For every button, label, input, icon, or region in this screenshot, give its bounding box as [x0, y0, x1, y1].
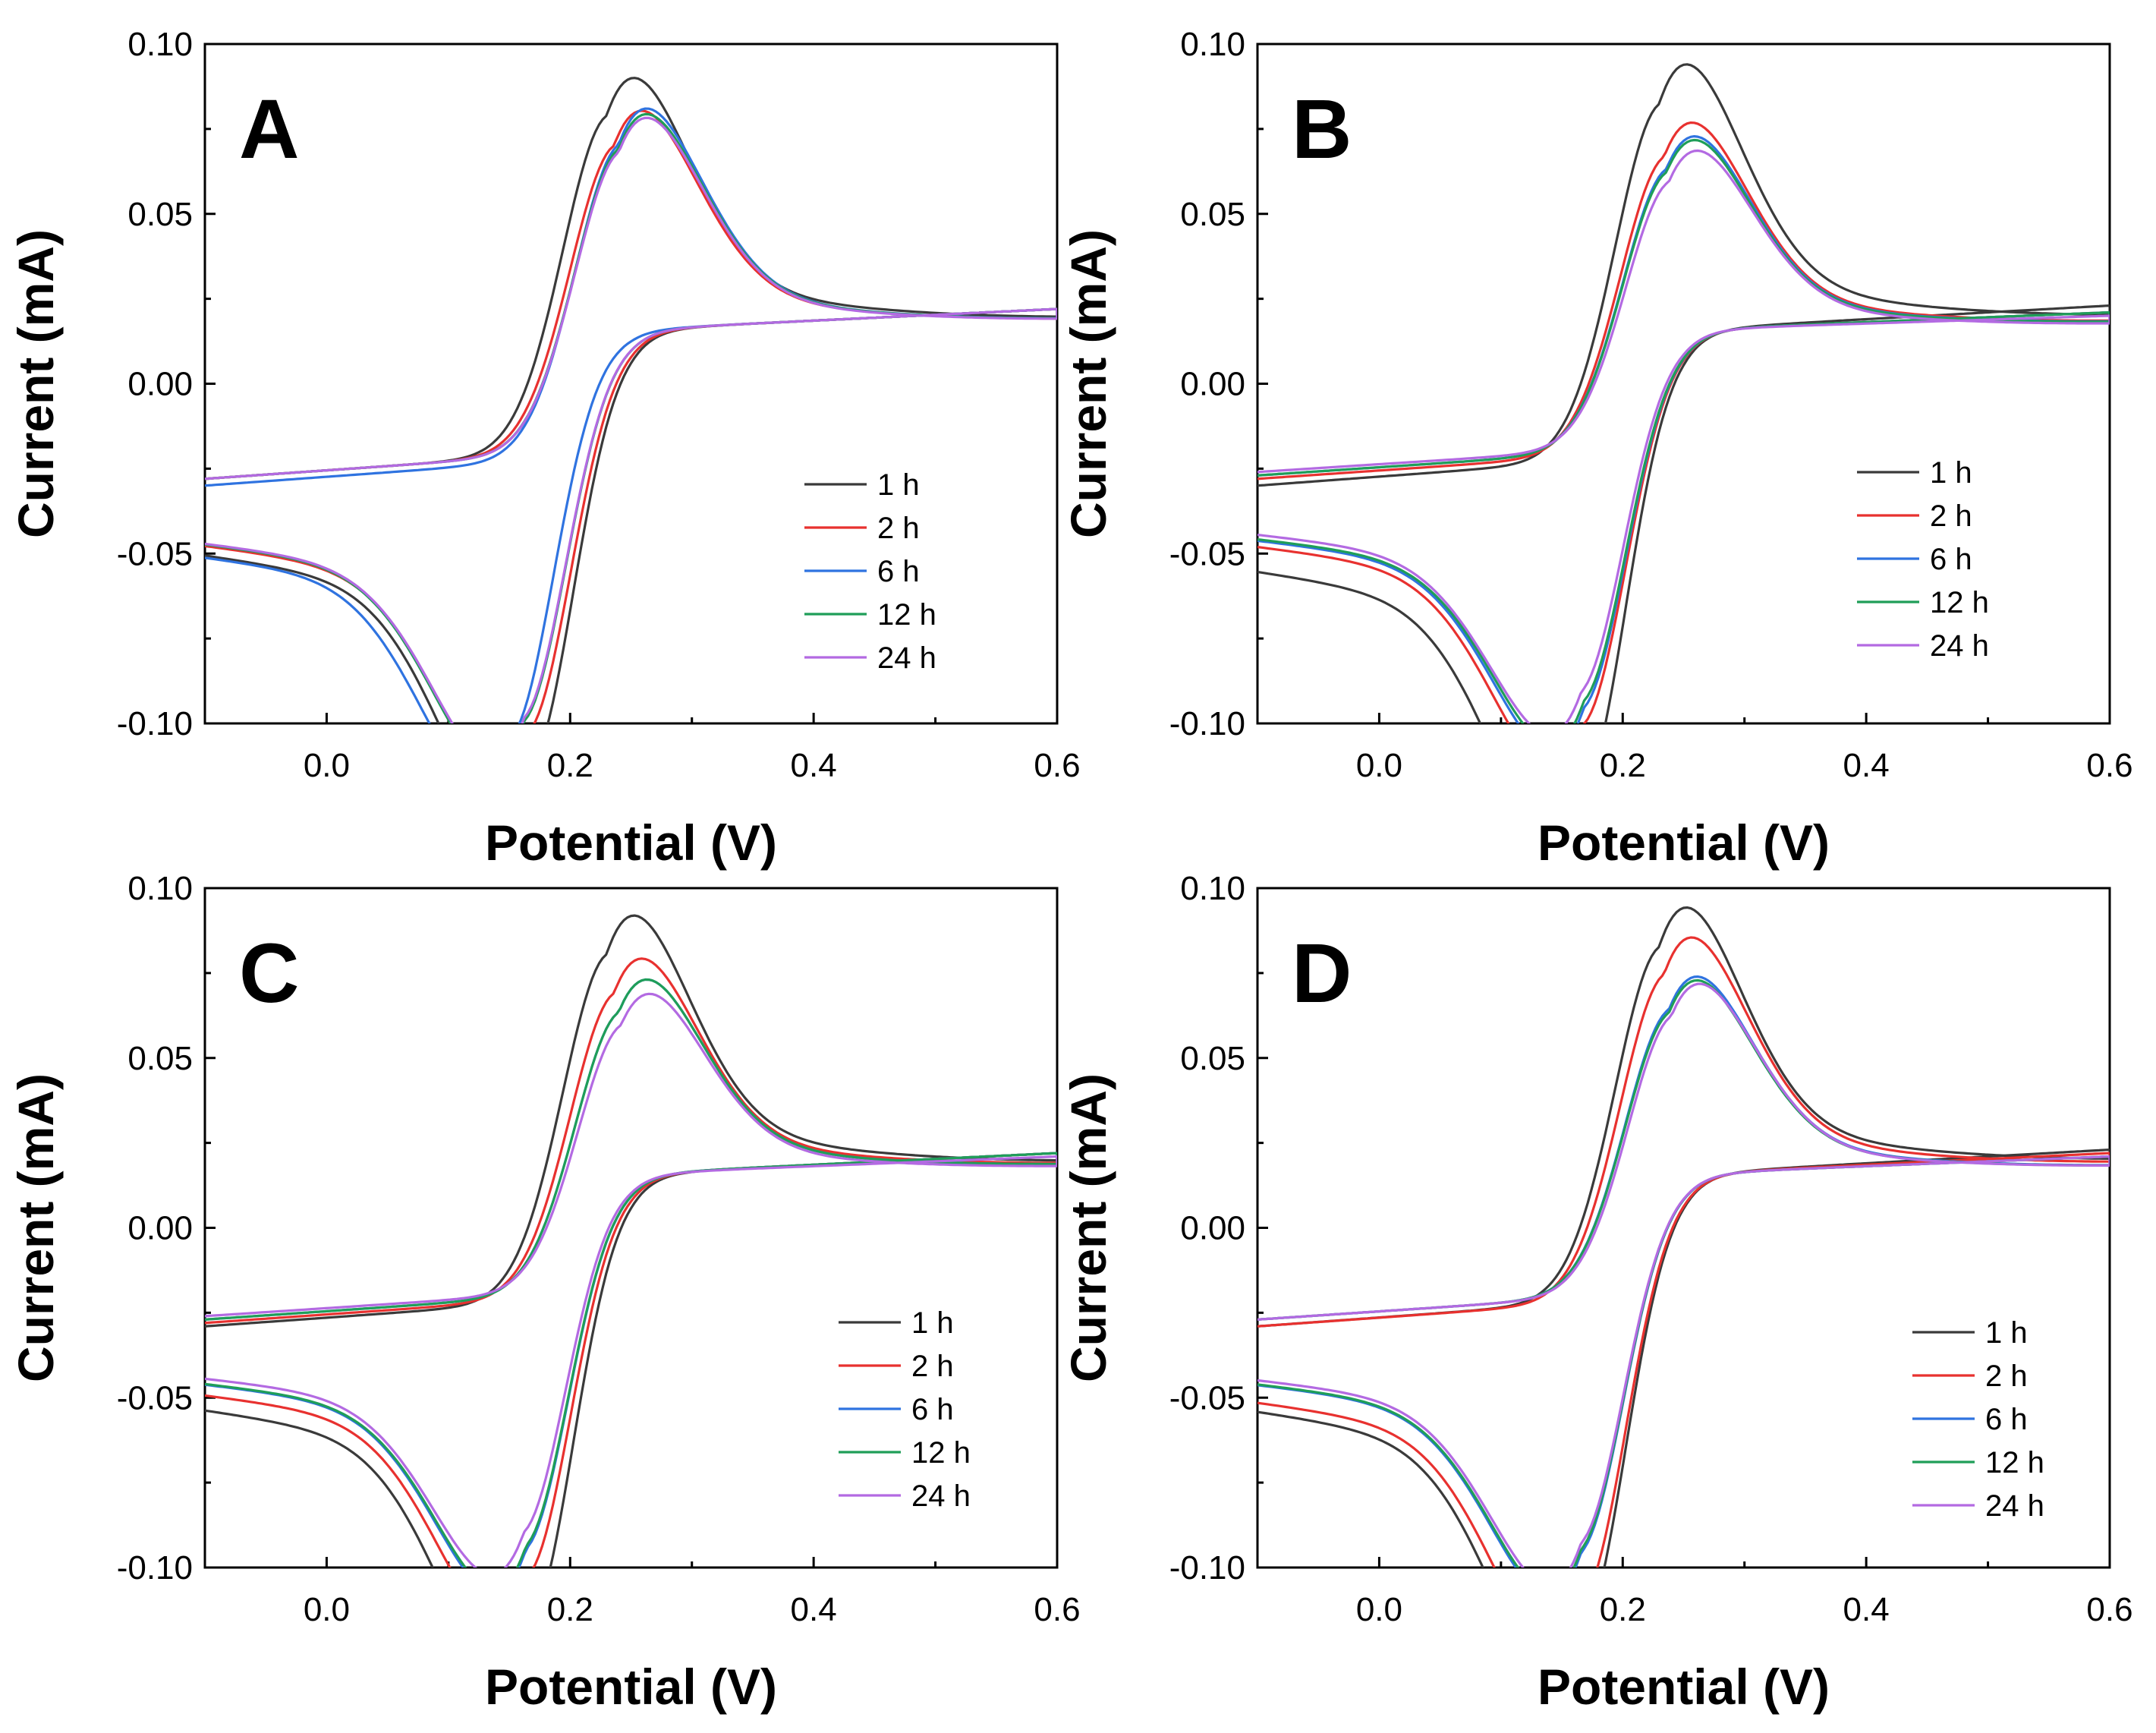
y-axis-title: Current (mA)	[8, 1073, 64, 1382]
legend-label: 1 h	[1985, 1316, 2028, 1350]
y-tick-label: -0.05	[117, 1379, 193, 1416]
panel-a: 0.0 0.2 0.4 0.6 0.10 0.05 0.00 -0.05 -0.10 Potent…	[8, 26, 1081, 871]
cv-curve-12h	[1257, 978, 2110, 1568]
x-tick-label: 0.2	[547, 747, 593, 784]
x-tick-label: 0.6	[1034, 747, 1080, 784]
x-tick-label: 0.0	[304, 747, 350, 784]
legend-label: 2 h	[911, 1350, 954, 1383]
cv-curve-6h	[1257, 975, 2110, 1568]
legend-label: 12 h	[877, 598, 936, 632]
x-tick-label: 0.0	[1356, 1591, 1402, 1628]
legend-label: 6 h	[1930, 543, 1972, 576]
y-tick-label: -0.10	[1169, 705, 1245, 742]
panel-label: B	[1292, 83, 1352, 176]
cv-curve-6h	[205, 107, 1057, 723]
y-axis-title: Current (mA)	[1060, 229, 1116, 538]
y-tick-label: 0.05	[127, 1040, 193, 1077]
legend-label: 24 h	[911, 1479, 971, 1513]
y-tick-label: 0.10	[1180, 870, 1245, 907]
panel-d: 0.0 0.2 0.4 0.6 0.10 0.05 0.00 -0.05 -0.10 Potent…	[1060, 870, 2133, 1715]
cv-curve-24h	[205, 116, 1057, 723]
legend-label: 6 h	[877, 555, 920, 588]
legend-label: 6 h	[911, 1393, 954, 1426]
legend-label: 24 h	[877, 641, 936, 675]
y-tick-label: -0.05	[117, 535, 193, 572]
x-tick-label: 0.2	[547, 1591, 593, 1628]
series-group	[205, 77, 1057, 723]
series-group	[1257, 906, 2110, 1568]
y-tick-label: 0.05	[1180, 1040, 1245, 1077]
series-group	[1257, 63, 2110, 723]
legend-label: 2 h	[877, 512, 920, 545]
x-tick-label: 0.4	[791, 1591, 837, 1628]
cv-curve-24h	[1257, 982, 2110, 1568]
x-tick-label: 0.4	[791, 747, 837, 784]
y-tick-label: -0.10	[117, 1549, 193, 1586]
y-tick-label: 0.05	[127, 196, 193, 233]
cv-curve-2h	[205, 109, 1057, 723]
x-tick-label: 0.4	[1843, 1591, 1890, 1628]
x-tick-label: 0.4	[1843, 747, 1890, 784]
cv-curve-1h	[1257, 63, 2110, 723]
legend-label: 24 h	[1930, 629, 1989, 663]
x-axis-title: Potential (V)	[485, 815, 777, 871]
panel-c: 0.0 0.2 0.4 0.6 0.10 0.05 0.00 -0.05 -0.10 Potent…	[8, 870, 1081, 1715]
cv-curve-1h	[1257, 906, 2110, 1568]
cv-curve-2h	[1257, 936, 2110, 1568]
legend: 1 h 2 h 6 h 12 h 24 h	[839, 1306, 971, 1513]
legend: 1 h 2 h 6 h 12 h 24 h	[1857, 456, 1989, 663]
cv-curve-24h	[1257, 149, 2110, 723]
x-tick-label: 0.0	[304, 1591, 350, 1628]
y-axis-title: Current (mA)	[1060, 1073, 1116, 1382]
x-tick-label: 0.0	[1356, 747, 1402, 784]
y-tick-label: 0.05	[1180, 196, 1245, 233]
y-tick-label: 0.00	[1180, 1210, 1245, 1247]
y-tick-label: 0.00	[1180, 366, 1245, 403]
y-tick-label: -0.05	[1169, 535, 1245, 572]
legend: 1 h 2 h 6 h 12 h 24 h	[1912, 1316, 2044, 1523]
panel-b: 0.0 0.2 0.4 0.6 0.10 0.05 0.00 -0.05 -0.10 Potent…	[1060, 26, 2133, 871]
y-tick-label: 0.10	[127, 870, 193, 907]
legend-label: 1 h	[877, 468, 920, 502]
y-tick-label: 0.10	[127, 26, 193, 63]
x-tick-label: 0.6	[2086, 1591, 2132, 1628]
cv-curve-2h	[205, 957, 1057, 1568]
legend-label: 2 h	[1985, 1360, 2028, 1393]
cv-curve-1h	[205, 77, 1057, 723]
y-tick-label: -0.10	[1169, 1549, 1245, 1586]
x-axis-title: Potential (V)	[1538, 1659, 1830, 1715]
legend-label: 1 h	[1930, 456, 1972, 490]
cv-curve-24h	[205, 992, 1057, 1568]
legend: 1 h 2 h 6 h 12 h 24 h	[804, 468, 936, 675]
legend-label: 12 h	[1930, 586, 1989, 619]
series-group	[205, 914, 1057, 1568]
x-axis-title: Potential (V)	[485, 1659, 777, 1715]
cv-curve-1h	[205, 914, 1057, 1568]
x-tick-label: 0.2	[1600, 747, 1646, 784]
y-tick-label: 0.00	[127, 366, 193, 403]
cv-curve-2h	[1257, 121, 2110, 723]
x-tick-label: 0.6	[1034, 1591, 1080, 1628]
x-tick-label: 0.2	[1600, 1591, 1646, 1628]
legend-label: 1 h	[911, 1306, 954, 1340]
plot-frame	[1256, 887, 2111, 1569]
y-tick-label: 0.00	[127, 1210, 193, 1247]
panel-label: D	[1292, 927, 1352, 1020]
cv-curve-12h	[205, 978, 1057, 1568]
cv-curve-12h	[1257, 138, 2110, 723]
legend-label: 6 h	[1985, 1403, 2028, 1436]
panel-label: A	[239, 83, 299, 176]
y-tick-label: -0.05	[1169, 1379, 1245, 1416]
legend-label: 24 h	[1985, 1489, 2044, 1523]
legend-label: 12 h	[1985, 1446, 2044, 1479]
y-tick-label: -0.10	[117, 705, 193, 742]
legend-label: 2 h	[1930, 499, 1972, 533]
panel-label: C	[239, 927, 299, 1020]
y-axis-title: Current (mA)	[8, 229, 64, 538]
legend-label: 12 h	[911, 1436, 971, 1470]
x-axis-title: Potential (V)	[1538, 815, 1830, 871]
y-tick-label: 0.10	[1180, 26, 1245, 63]
x-tick-label: 0.6	[2086, 747, 2132, 784]
